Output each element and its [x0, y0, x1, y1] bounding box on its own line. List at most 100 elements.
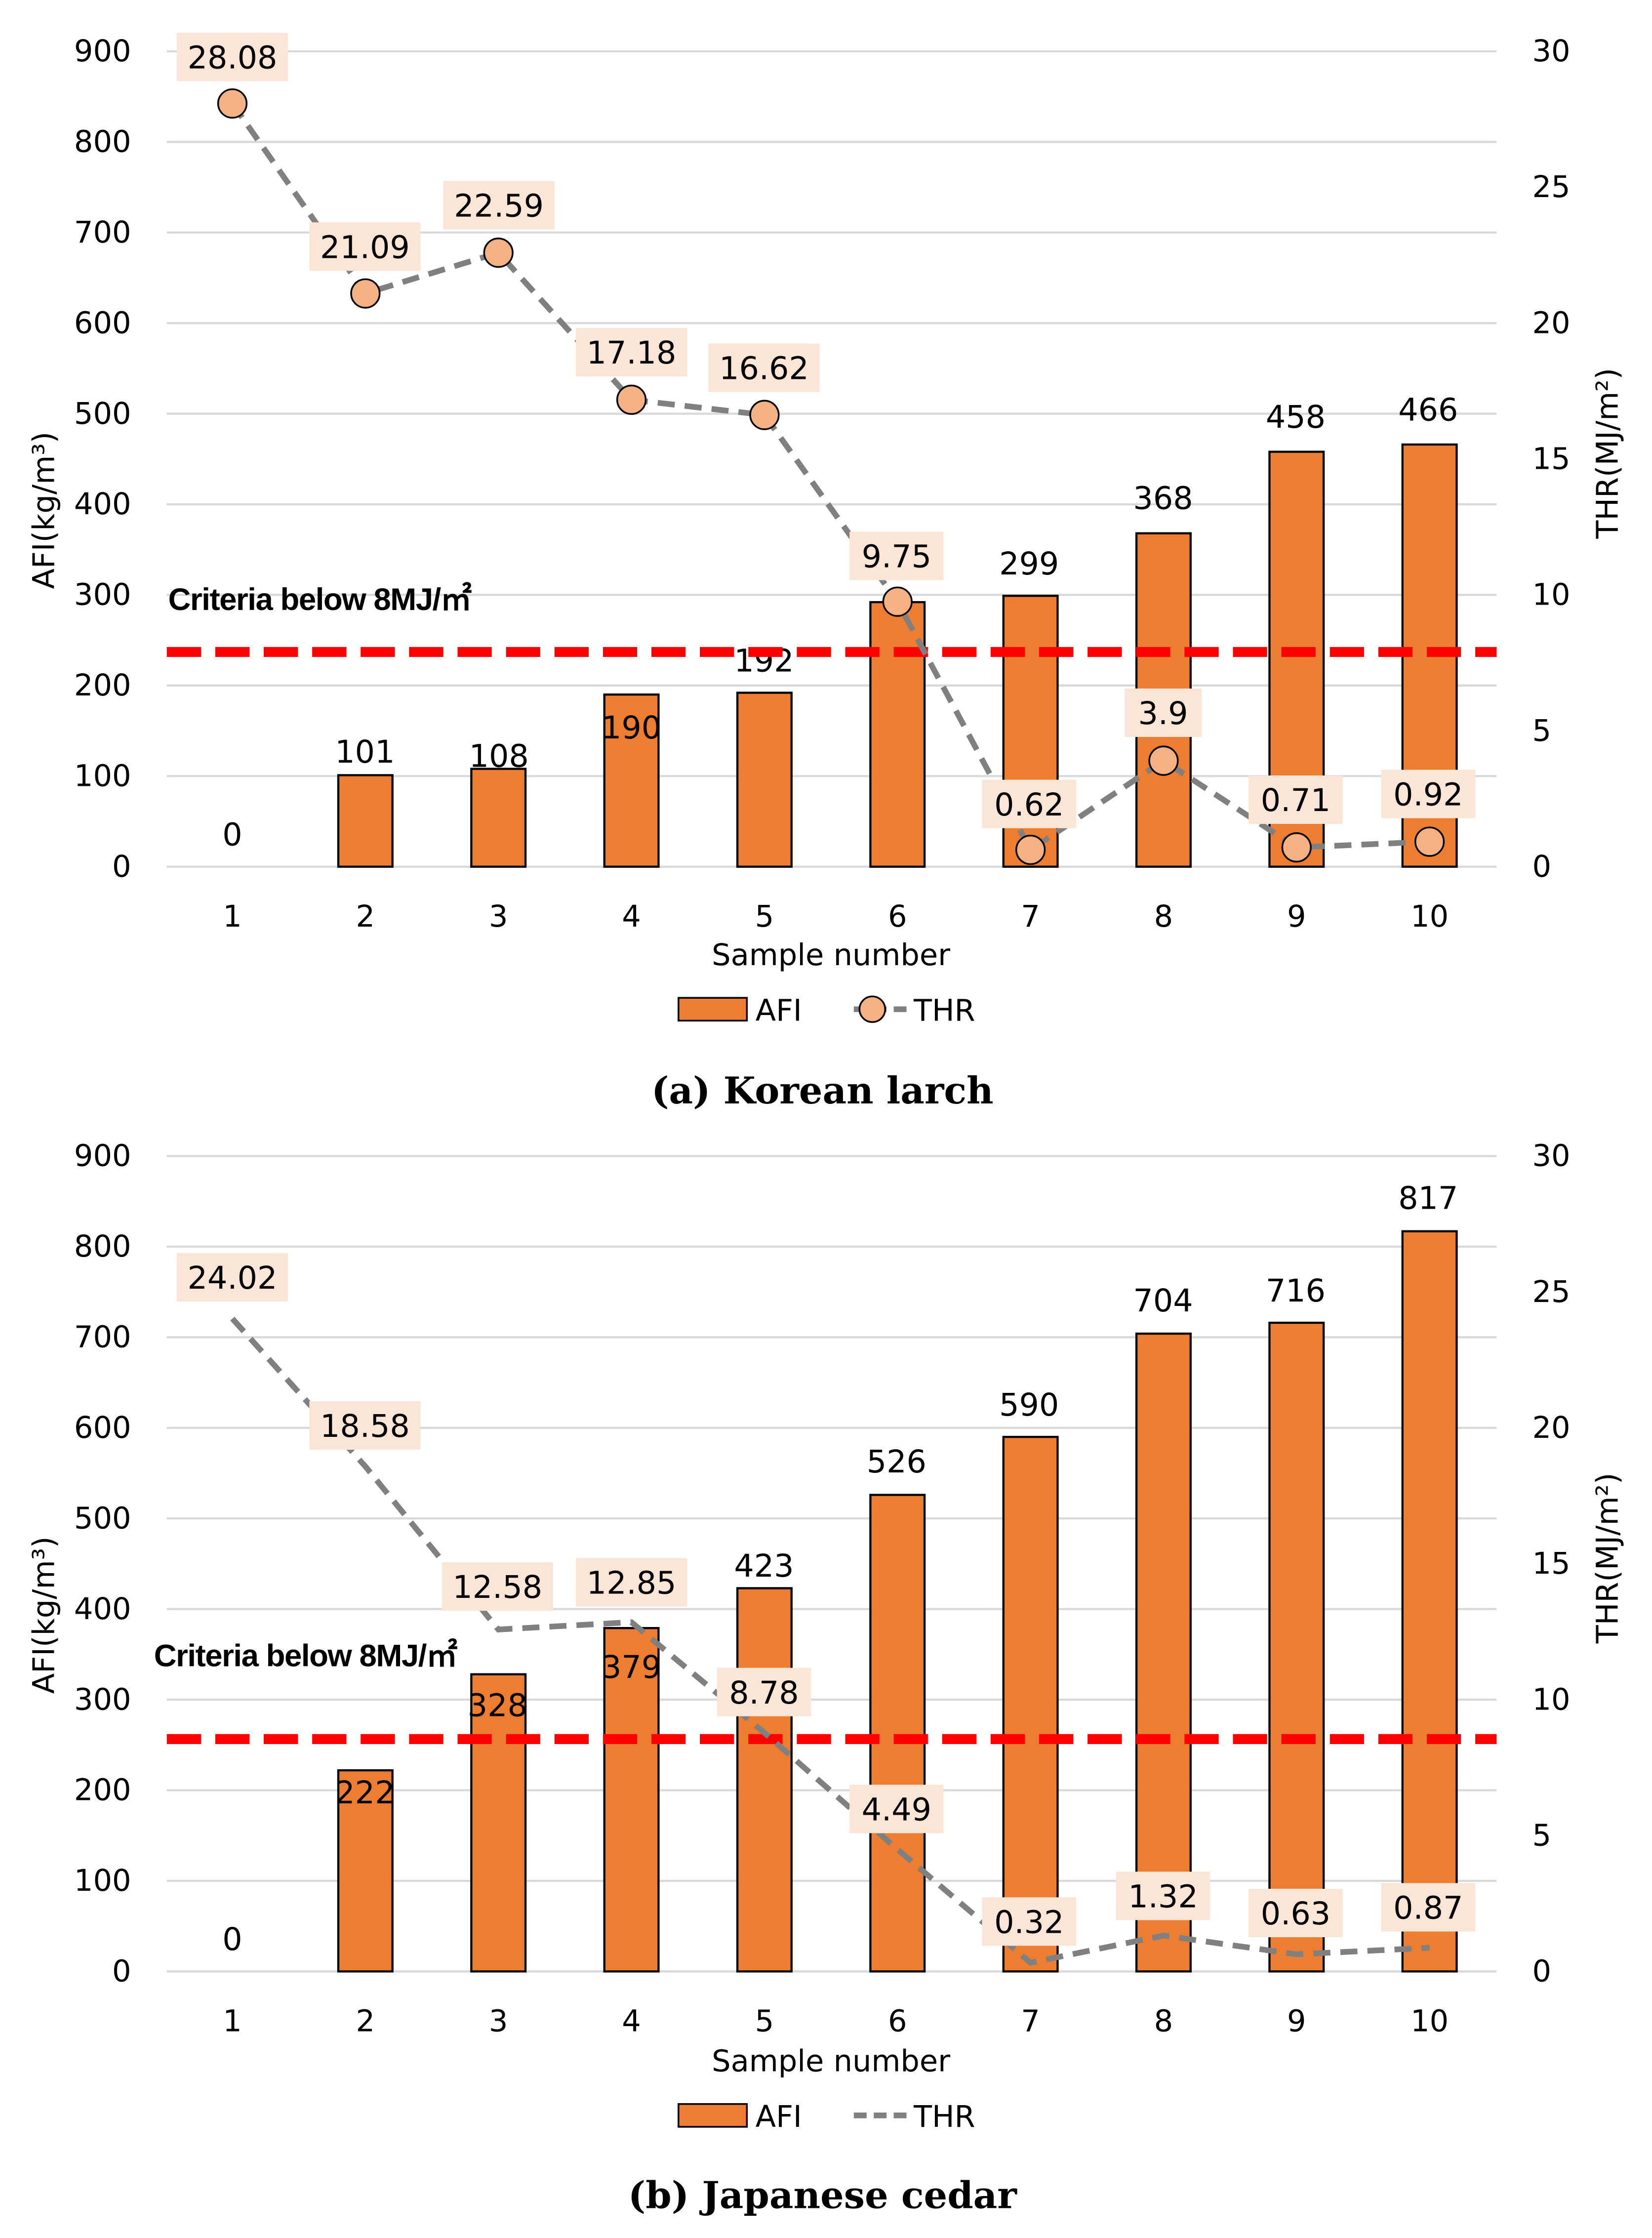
x-tick-label: 10: [1410, 899, 1449, 934]
y2-tick-label: 0: [1532, 1954, 1552, 1989]
thr-data-label: 0.62: [994, 786, 1064, 823]
x-axis-title: Sample number: [712, 2044, 950, 2078]
y-axis-title: AFI(kg/m³): [27, 432, 62, 589]
thr-data-label: 0.87: [1393, 1890, 1463, 1926]
afi-data-label: 0: [222, 816, 242, 853]
y2-tick-label: 20: [1532, 1411, 1571, 1445]
y-tick-label: 600: [74, 306, 131, 340]
legend-afi-label: AFI: [756, 2100, 802, 2134]
y-tick-label: 700: [74, 215, 131, 250]
bar-afi: [470, 768, 527, 868]
y2-tick-label: 15: [1532, 442, 1571, 476]
afi-data-label: 526: [867, 1443, 927, 1480]
thr-label-box: [717, 1668, 811, 1716]
y2-tick-label: 25: [1532, 1275, 1571, 1309]
x-tick-label: 5: [755, 2004, 774, 2039]
y-tick-label: 900: [74, 1139, 131, 1174]
thr-data-label: 12.85: [587, 1565, 677, 1601]
y-tick-label: 200: [74, 668, 131, 703]
legend-thr-label: THR: [913, 993, 975, 1028]
thr-label-box: [442, 1562, 553, 1611]
legend-afi-swatch: [678, 2103, 748, 2128]
thr-data-label: 8.78: [729, 1674, 799, 1711]
bar-afi: [603, 693, 660, 868]
afi-data-label: 190: [602, 709, 661, 746]
thr-marker: [1015, 834, 1046, 865]
x-tick-label: 3: [489, 899, 508, 934]
thr-label-box: [576, 327, 687, 376]
x-tick-label: 9: [1287, 899, 1306, 934]
bar-afi: [1135, 1332, 1192, 1973]
y-tick-label: 400: [74, 1592, 131, 1627]
y-tick-label: 500: [74, 397, 131, 431]
thr-data-label: 4.49: [862, 1791, 931, 1828]
bar-afi: [736, 1587, 793, 1973]
thr-label-box: [1125, 688, 1202, 737]
thr-marker: [1148, 745, 1179, 776]
thr-label-box: [1381, 1883, 1476, 1932]
y-tick-label: 100: [74, 1864, 131, 1898]
x-tick-label: 8: [1154, 899, 1173, 934]
afi-data-label: 299: [999, 545, 1059, 582]
thr-label-box: [1249, 775, 1343, 824]
y-tick-label: 800: [74, 1229, 131, 1264]
legend-thr-marker: [858, 995, 886, 1023]
thr-marker: [616, 384, 647, 415]
x-tick-label: 2: [356, 899, 375, 934]
x-tick-label: 1: [223, 2004, 242, 2039]
y2-tick-label: 10: [1532, 578, 1571, 612]
y-tick-label: 0: [112, 1954, 131, 1989]
thr-data-label: 16.62: [719, 350, 809, 387]
thr-marker: [882, 586, 913, 617]
y-tick-label: 800: [74, 125, 131, 160]
thr-marker: [217, 88, 248, 119]
y2-axis-title: THR(MJ/m²): [1591, 1472, 1625, 1644]
afi-data-label: 590: [999, 1386, 1059, 1423]
y2-tick-label: 0: [1532, 850, 1552, 884]
afi-data-label: 108: [469, 738, 529, 774]
afi-data-label: 716: [1266, 1272, 1326, 1309]
chart-japanese-cedar: 0100200300400500600700800900051015202530…: [27, 1139, 1625, 2217]
y2-tick-label: 5: [1532, 1818, 1552, 1853]
thr-data-label: 9.75: [862, 538, 931, 575]
thr-label-box: [309, 1401, 421, 1450]
thr-label-box: [176, 33, 288, 81]
bar-afi: [1401, 1230, 1458, 1973]
thr-line: [230, 1316, 1430, 1966]
thr-data-label: 28.08: [188, 40, 278, 76]
y2-tick-label: 20: [1532, 306, 1571, 340]
thr-data-label: 18.58: [320, 1408, 410, 1444]
y-tick-label: 0: [112, 850, 131, 884]
thr-label-box: [982, 1897, 1076, 1946]
afi-data-label: 368: [1133, 480, 1193, 516]
thr-label-box: [849, 1785, 944, 1833]
thr-label-box: [1249, 1888, 1343, 1938]
y-tick-label: 300: [74, 578, 131, 612]
thr-data-label: 0.71: [1261, 782, 1330, 818]
thr-label-box: [443, 181, 555, 230]
y-tick-label: 600: [74, 1411, 131, 1445]
x-tick-label: 9: [1287, 2004, 1306, 2039]
thr-label-box: [176, 1253, 288, 1302]
thr-label-box: [576, 1558, 687, 1607]
figure-caption: (b) Japanese cedar: [628, 2173, 1018, 2217]
bar-afi: [470, 1673, 527, 1973]
thr-label-box: [849, 531, 944, 580]
thr-data-label: 0.32: [994, 1904, 1064, 1940]
y-axis-title: AFI(kg/m³): [27, 1536, 62, 1694]
x-tick-label: 6: [888, 899, 907, 934]
bar-afi: [736, 692, 793, 868]
y2-tick-label: 25: [1532, 170, 1571, 204]
thr-label-box: [982, 779, 1076, 828]
chart-korean-larch: 0100200300400500600700800900051015202530…: [27, 33, 1625, 1112]
x-tick-label: 10: [1410, 2004, 1449, 2039]
y2-tick-label: 30: [1532, 34, 1571, 69]
figure-caption: (a) Korean larch: [651, 1069, 994, 1112]
afi-data-label: 328: [468, 1687, 527, 1724]
x-tick-label: 8: [1154, 2004, 1173, 2039]
criteria-label: Criteria below 8MJ/㎡: [154, 1638, 457, 1673]
thr-line: [230, 102, 1430, 854]
thr-marker: [749, 400, 780, 430]
criteria-label: Criteria below 8MJ/㎡: [168, 582, 472, 617]
